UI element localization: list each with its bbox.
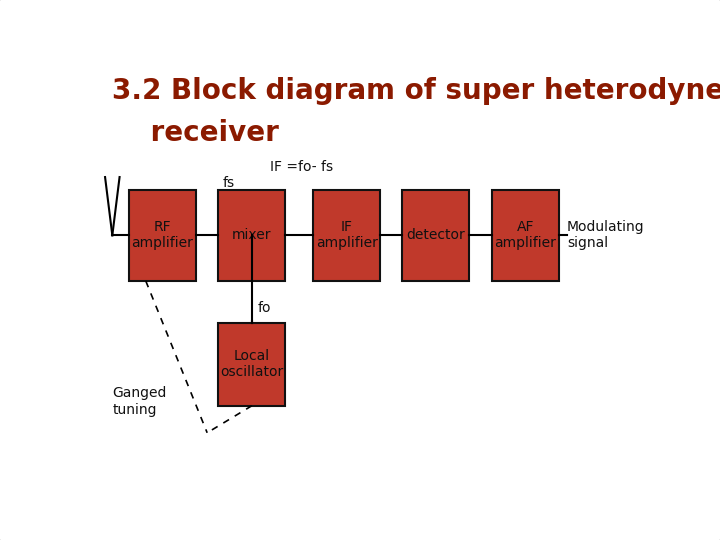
Bar [313, 190, 380, 281]
Text: fs: fs [222, 176, 235, 190]
Text: mixer: mixer [232, 228, 271, 242]
Text: detector: detector [407, 228, 465, 242]
Text: AF
amplifier: AF amplifier [495, 220, 556, 251]
Text: Ganged
tuning: Ganged tuning [112, 387, 167, 417]
Bar [129, 190, 196, 281]
Text: IF =fo- fs: IF =fo- fs [271, 160, 333, 174]
Text: Local
oscillator: Local oscillator [220, 349, 284, 379]
Bar [402, 190, 469, 281]
Bar [218, 322, 285, 406]
Text: Modulating
signal: Modulating signal [567, 220, 644, 251]
Text: receiver: receiver [112, 119, 279, 147]
Text: IF
amplifier: IF amplifier [316, 220, 377, 251]
Text: 3.2 Block diagram of super heterodyne: 3.2 Block diagram of super heterodyne [112, 77, 720, 105]
Text: RF
amplifier: RF amplifier [132, 220, 194, 251]
Bar [218, 190, 285, 281]
Text: fo: fo [258, 301, 271, 315]
Bar [492, 190, 559, 281]
